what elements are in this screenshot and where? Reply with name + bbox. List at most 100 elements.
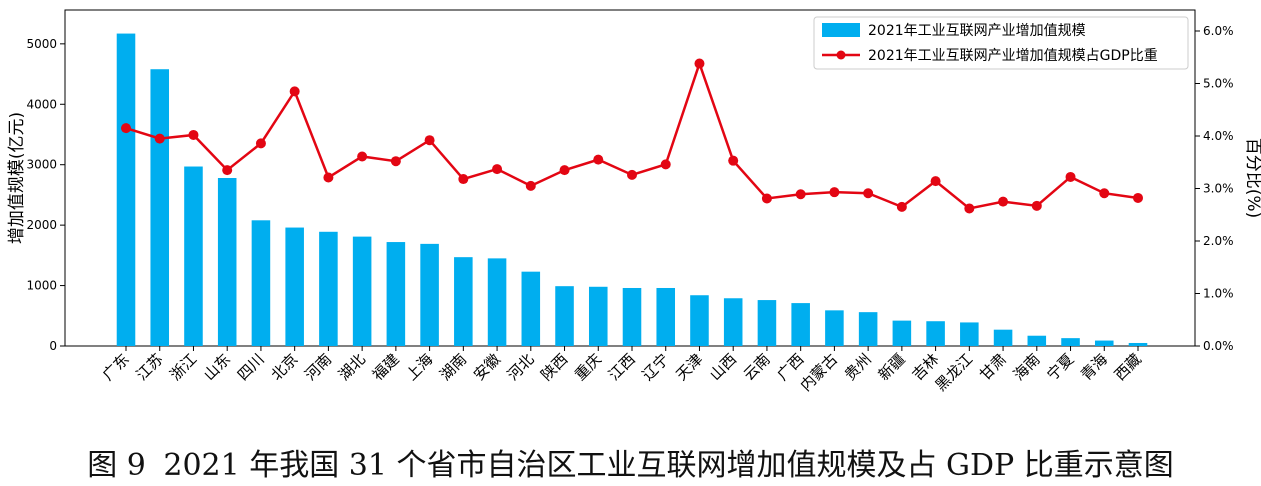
bar [217, 178, 237, 346]
x-tick-label: 天津 [672, 350, 706, 384]
y-axis-label-right: 百分比(%) [1243, 138, 1261, 218]
line-point [255, 138, 266, 149]
bar [555, 286, 574, 346]
x-tick-label: 新疆 [875, 350, 909, 384]
y-right-tick-label: 4.0% [1203, 129, 1234, 143]
line-point [863, 188, 874, 199]
line-point [1031, 200, 1042, 211]
line-point [525, 180, 536, 191]
x-tick-label: 江苏 [133, 350, 167, 384]
line-point [121, 123, 131, 134]
line-point [323, 172, 334, 183]
x-tick-label: 湖南 [436, 350, 470, 384]
legend-line-label: 2021年工业互联网产业增加值规模占GDP比重 [868, 48, 1158, 64]
line-point [761, 193, 772, 204]
line-point [390, 156, 401, 167]
line-point [424, 135, 435, 146]
line-point [998, 196, 1009, 207]
x-tick-label: 青海 [1077, 350, 1111, 384]
bar [791, 303, 810, 346]
line-point [559, 165, 570, 176]
line-point [694, 58, 705, 69]
line-point [1065, 171, 1076, 182]
bar [352, 236, 372, 346]
legend: 2021年工业互联网产业增加值规模 2021年工业互联网产业增加值规模占GDP比… [813, 16, 1189, 70]
x-tick-label: 河南 [301, 350, 335, 384]
x-axis: 广东 江苏 浙江 山东 四川 北京 河南 湖北 福建 上海 湖南 安徽 河北 陕西 重庆 江西 辽宁 天津 山西 云南… [99, 346, 1145, 395]
bar [1027, 335, 1047, 346]
y-right-tick-label: 5.0% [1203, 77, 1234, 91]
bar [285, 227, 304, 346]
x-tick-label: 安徽 [470, 350, 504, 384]
line-point [593, 154, 604, 165]
x-tick-label: 山西 [706, 350, 740, 384]
bar [588, 286, 608, 346]
x-tick-label: 浙江 [166, 350, 200, 384]
x-tick-label: 四川 [234, 350, 268, 384]
x-tick-label: 西藏 [1111, 350, 1145, 384]
bar [858, 312, 878, 346]
x-tick-label: 广东 [99, 350, 133, 384]
x-tick-label: 宁夏 [1043, 350, 1077, 384]
bar [319, 231, 338, 346]
bar [521, 271, 541, 346]
bar [723, 298, 743, 346]
line-point [660, 159, 671, 170]
line-point [357, 151, 368, 162]
line-point [492, 164, 503, 175]
bar [454, 257, 473, 346]
x-tick-label: 湖北 [335, 350, 369, 384]
line-point [930, 176, 941, 187]
y-tick-label: 2000 [26, 218, 57, 232]
bar [420, 243, 439, 346]
legend-line-marker [836, 50, 846, 60]
y-right-tick-label: 2.0% [1203, 234, 1234, 248]
legend-bar-label: 2021年工业互联网产业增加值规模 [868, 23, 1086, 39]
x-tick-label: 黑龙江 [932, 350, 977, 395]
legend-bar-swatch [822, 23, 860, 37]
bar [251, 220, 271, 346]
line-point [222, 165, 233, 176]
series-line [125, 59, 1139, 210]
line-point [829, 187, 840, 198]
y-axis-left: 0 1000 2000 3000 4000 5000 [26, 37, 65, 353]
x-tick-label: 福建 [369, 350, 403, 384]
y-right-tick-label: 6.0% [1203, 24, 1234, 38]
bar [1128, 342, 1148, 346]
y-axis-right: 0.0% 1.0% 2.0% 3.0% 4.0% 5.0% 6.0% [1195, 24, 1234, 353]
line-point [458, 174, 469, 185]
x-tick-label: 北京 [268, 350, 302, 384]
bar-series [116, 33, 1148, 346]
y-tick-label: 4000 [26, 97, 57, 111]
x-tick-label: 陕西 [537, 350, 571, 384]
x-tick-label: 河北 [504, 350, 538, 384]
bar [892, 320, 912, 346]
x-tick-label: 贵州 [841, 350, 875, 384]
x-tick-label: 上海 [402, 350, 436, 384]
y-right-tick-label: 3.0% [1203, 182, 1234, 196]
bar [116, 33, 136, 346]
x-tick-label: 辽宁 [639, 350, 673, 384]
line-point [964, 203, 975, 214]
line-point [728, 155, 739, 166]
bar [622, 287, 642, 346]
bar [150, 69, 170, 346]
bar [960, 322, 979, 346]
line-point [627, 169, 637, 180]
bar [656, 287, 676, 346]
bar [757, 300, 777, 346]
x-tick-label: 云南 [740, 350, 774, 384]
line-point [896, 201, 907, 212]
y-right-tick-label: 0.0% [1203, 339, 1234, 353]
y-tick-label: 3000 [26, 158, 57, 172]
line-point [1133, 192, 1143, 203]
line-point [795, 189, 806, 200]
bar [1061, 338, 1080, 346]
x-tick-label: 山东 [200, 350, 234, 384]
bar [386, 242, 406, 346]
bar [825, 310, 844, 346]
y-axis-label-left: 增加值规模(亿元) [7, 112, 27, 244]
x-tick-label: 甘肃 [976, 350, 1010, 384]
line-point [154, 133, 165, 144]
